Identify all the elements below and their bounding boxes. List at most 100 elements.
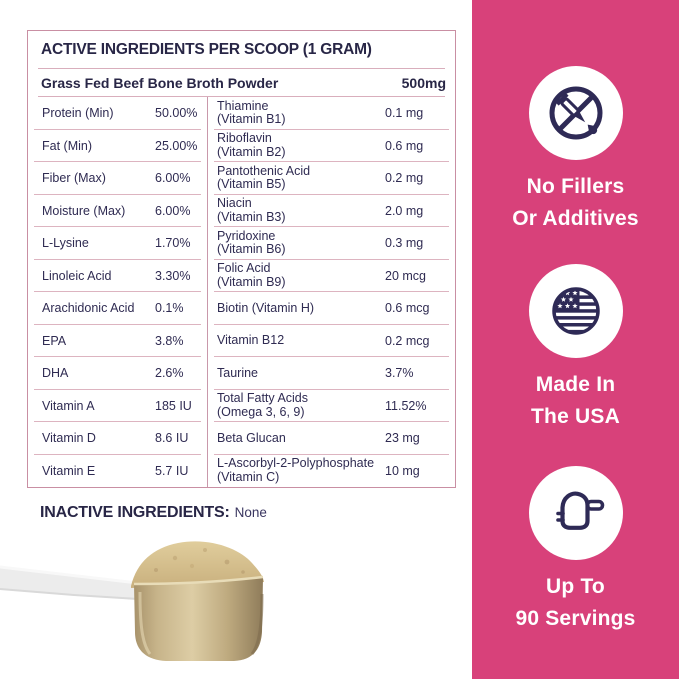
feature-caption: Up To 90 Servings — [472, 571, 679, 635]
nutrient-name: L-Lysine — [42, 236, 89, 251]
nutrient-value: 0.1% — [155, 301, 184, 316]
nutrient-value: 2.0 mg — [385, 203, 424, 218]
nutrient-name: Vitamin E — [42, 463, 96, 478]
nutrient-name-line1: Thiamine — [217, 98, 269, 113]
nutrient-value: 20 mcg — [385, 268, 426, 283]
nutrient-name-line2: (Vitamin B1) — [217, 112, 286, 127]
nutrient-row: Fiber (Max) 6.00% — [28, 162, 207, 195]
nutrient-name: Beta Glucan — [217, 430, 385, 446]
nutrient-name-line2: (Vitamin B3) — [217, 209, 286, 224]
nutrient-name: EPA — [42, 333, 67, 348]
nutrient-name-line1: Niacin — [217, 196, 252, 211]
product-name: Grass Fed Beef Bone Broth Powder — [41, 74, 279, 91]
feature-caption-line1: No Fillers — [526, 175, 625, 198]
nutrient-name-line2: (Vitamin C) — [217, 469, 280, 484]
nutrient-name-line2: (Vitamin B2) — [217, 144, 286, 159]
nutrient-name: Folic Acid (Vitamin B9) — [217, 262, 385, 289]
nutrient-row: Pyridoxine (Vitamin B6) 0.3 mg — [208, 227, 455, 260]
nutrient-value: 6.00% — [155, 171, 191, 186]
nutrient-value: 0.6 mcg — [385, 301, 430, 316]
nutrient-name: Moisture (Max) — [42, 203, 126, 218]
nutrient-name-line1: Vitamin B12 — [217, 333, 285, 347]
nutrient-row: Moisture (Max) 6.00% — [28, 195, 207, 228]
nutrient-value: 10 mg — [385, 463, 420, 478]
highlights-band: No Fillers Or Additives — [472, 0, 679, 679]
nutrient-name-line1: Pantothenic Acid — [217, 163, 311, 178]
nutrient-name-line1: Biotin (Vitamin H) — [217, 300, 315, 315]
nutrient-value: 0.6 mg — [385, 138, 424, 153]
nutrient-name: Vitamin D — [42, 431, 96, 446]
no-additives-icon — [549, 86, 602, 140]
nutrient-row: Folic Acid (Vitamin B9) 20 mcg — [208, 260, 455, 293]
nutrient-name: Pantothenic Acid (Vitamin B5) — [217, 163, 385, 192]
nutrient-row: L-Ascorbyl-2-Polyphosphate (Vitamin C) 10 … — [208, 455, 455, 488]
nutrient-value: 3.7% — [385, 366, 414, 381]
nutrient-value: 0.2 mcg — [385, 333, 430, 348]
nutrient-row: Vitamin B12 0.2 mcg — [208, 325, 455, 358]
feature-circle — [528, 466, 623, 560]
nutrient-name-line1: Riboflavin — [217, 131, 272, 146]
inactive-ingredients-label: INACTIVE INGREDIENTS: — [40, 504, 230, 521]
feature-caption-line1: Made In — [535, 373, 616, 396]
nutrient-row: Vitamin E 5.7 IU — [28, 455, 207, 488]
nutrient-row: Beta Glucan 23 mg — [208, 422, 455, 455]
divider — [38, 68, 445, 69]
feature-servings: Up To 90 Servings — [472, 466, 679, 635]
feature-caption: Made In The USA — [472, 369, 679, 433]
nutrient-row: Vitamin A 185 IU — [28, 390, 207, 423]
nutrient-value: 5.7 IU — [155, 463, 189, 478]
nutrient-value: 3.8% — [155, 333, 184, 348]
nutrient-value: 11.52% — [385, 398, 427, 413]
nutrient-value: 185 IU — [155, 398, 192, 413]
nutrient-name: Arachidonic Acid — [42, 301, 135, 316]
nutrient-name: Vitamin A — [42, 398, 95, 413]
nutrient-row: EPA 3.8% — [28, 325, 207, 358]
nutrient-value: 0.2 mg — [385, 171, 424, 186]
feature-caption-line2: The USA — [531, 405, 620, 428]
nutrient-name-line2: (Vitamin B6) — [217, 242, 286, 257]
nutrient-name: Pyridoxine (Vitamin B6) — [217, 229, 385, 257]
nutrient-name: Vitamin B12 — [217, 333, 385, 348]
nutrient-value: 50.00% — [155, 106, 198, 121]
nutrient-name: Riboflavin (Vitamin B2) — [217, 132, 385, 159]
nutrient-value: 25.00% — [155, 138, 198, 153]
nutrient-name-line1: Taurine — [217, 365, 258, 380]
powder-scoop-photo — [0, 541, 264, 661]
nutrient-name-line1: Folic Acid — [217, 261, 271, 276]
nutrient-value: 0.1 mg — [385, 106, 424, 121]
feature-caption-line1: Up To — [546, 575, 605, 598]
nutrient-name: Thiamine (Vitamin B1) — [217, 98, 385, 127]
nutrient-name: L-Ascorbyl-2-Polyphosphate (Vitamin C) — [217, 457, 385, 484]
feature-made-in-usa: Made In The USA — [472, 264, 679, 433]
nutrient-value: 2.6% — [155, 366, 184, 381]
nutrient-row: Thiamine (Vitamin B1) 0.1 mg — [208, 97, 455, 130]
nutrient-value: 8.6 IU — [155, 431, 189, 446]
nutrients-column-left: Protein (Min) 50.00% Fat (Min) 25.00% Fibe… — [28, 97, 207, 487]
nutrient-row: Biotin (Vitamin H) 0.6 mcg — [208, 292, 455, 325]
active-ingredients-panel: ACTIVE INGREDIENTS PER SCOOP (1 GRAM) Gr… — [27, 30, 456, 488]
nutrient-name: Total Fatty Acids (Omega 3, 6, 9) — [217, 392, 385, 419]
nutrient-name-line1: Total Fatty Acids — [217, 391, 309, 406]
nutrient-row: Vitamin D 8.6 IU — [28, 422, 207, 455]
nutrient-row: DHA 2.6% — [28, 357, 207, 390]
product-amount: 500mg — [401, 74, 446, 91]
scoop-icon — [555, 491, 604, 530]
feature-caption: No Fillers Or Additives — [472, 171, 679, 235]
feature-caption-line2: Or Additives — [512, 207, 639, 230]
nutrient-value: 23 mg — [385, 431, 420, 446]
nutrient-value: 6.00% — [155, 203, 191, 218]
nutrient-name: Niacin (Vitamin B3) — [217, 197, 385, 224]
nutrient-name: DHA — [42, 366, 69, 381]
nutrient-row: Protein (Min) 50.00% — [28, 97, 207, 130]
nutrients-table: Protein (Min) 50.00% Fat (Min) 25.00% Fibe… — [28, 97, 455, 487]
nutrient-row: Niacin (Vitamin B3) 2.0 mg — [208, 195, 455, 228]
nutrient-name-line2: (Vitamin B5) — [217, 177, 286, 192]
feature-caption-line2: 90 Servings — [515, 607, 636, 630]
nutrient-value: 1.70% — [155, 236, 191, 251]
product-row: Grass Fed Beef Bone Broth Powder 500mg — [28, 69, 455, 96]
column-divider — [207, 97, 208, 487]
nutrient-row: L-Lysine 1.70% — [28, 227, 207, 260]
nutrient-name: Linoleic Acid — [42, 268, 112, 283]
nutrient-name-line1: Beta Glucan — [217, 430, 286, 445]
nutrient-name: Fiber (Max) — [42, 171, 106, 186]
